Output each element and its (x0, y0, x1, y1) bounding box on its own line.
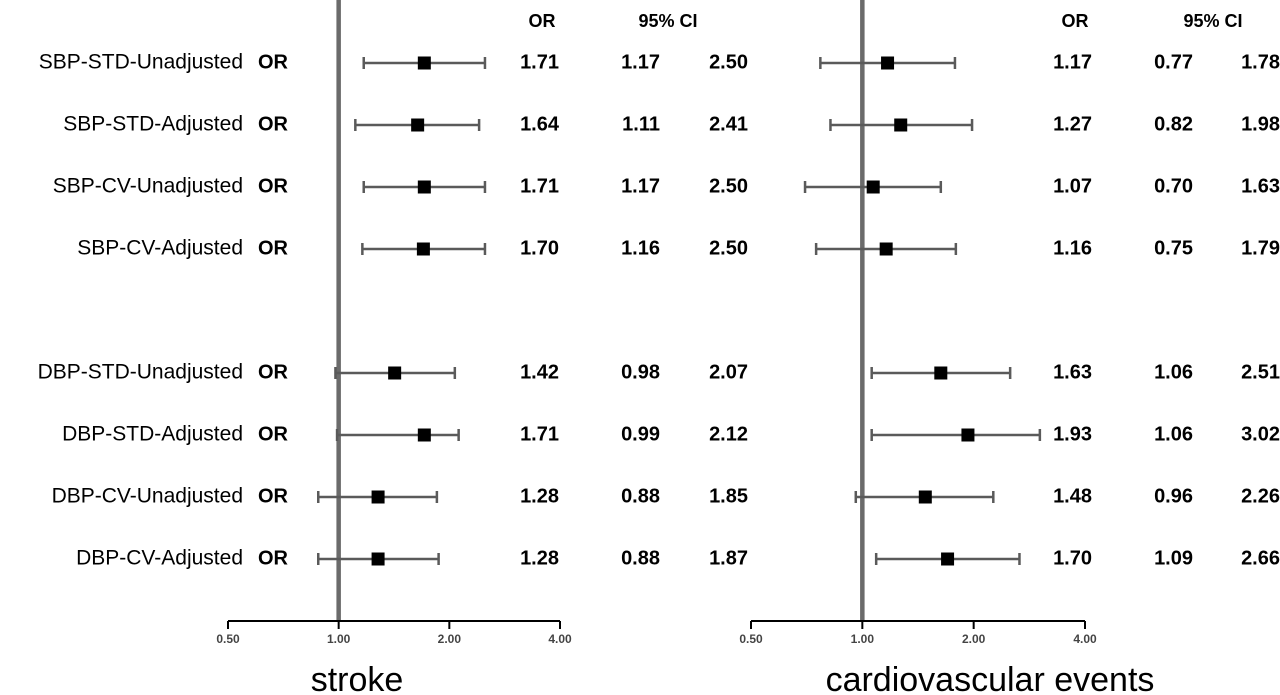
or-point (411, 118, 425, 132)
row-label: SBP-STD-Adjusted (63, 113, 243, 136)
or-point (417, 56, 431, 70)
or-value: 1.64 (520, 113, 560, 135)
ci-lower-value: 0.70 (1154, 175, 1193, 197)
panel-title: cardiovascular events (826, 661, 1155, 695)
or-value: 1.28 (520, 547, 559, 569)
or-column-header: OR (1062, 11, 1089, 31)
ci-upper-value: 2.07 (709, 361, 748, 383)
ci-lower-value: 0.82 (1154, 113, 1193, 135)
ci-lower-value: 0.98 (621, 361, 660, 383)
ci-upper-value: 1.79 (1241, 237, 1280, 259)
ci-lower-value: 1.16 (621, 237, 660, 259)
or-value: 1.63 (1053, 361, 1092, 383)
or-tag: OR (258, 175, 289, 197)
ci-lower-value: 0.75 (1154, 237, 1193, 259)
ci-upper-value: 2.50 (709, 237, 748, 259)
x-tick-label: 0.50 (739, 632, 763, 646)
or-value: 1.71 (520, 51, 559, 73)
ci-upper-value: 2.66 (1241, 547, 1280, 569)
or-value: 1.71 (520, 423, 559, 445)
ci-lower-value: 1.09 (1154, 547, 1193, 569)
or-point (866, 180, 880, 194)
or-point (934, 366, 948, 380)
or-point (371, 490, 385, 504)
x-tick-label: 1.00 (327, 632, 351, 646)
or-value: 1.70 (520, 237, 559, 259)
x-tick-label: 1.00 (851, 632, 875, 646)
or-point (388, 366, 402, 380)
ci-upper-value: 2.26 (1241, 485, 1280, 507)
x-tick-label: 0.50 (216, 632, 240, 646)
row-label: DBP-STD-Unadjusted (38, 361, 243, 384)
row-label: DBP-CV-Adjusted (76, 547, 243, 570)
ci-upper-value: 2.51 (1241, 361, 1280, 383)
or-tag: OR (258, 361, 289, 383)
ci-upper-value: 2.41 (709, 113, 748, 135)
ci-upper-value: 2.12 (709, 423, 748, 445)
row-label: DBP-CV-Unadjusted (52, 485, 243, 508)
or-value: 1.93 (1053, 423, 1092, 445)
row-label: SBP-CV-Unadjusted (53, 175, 243, 198)
or-point (881, 56, 895, 70)
ci-lower-value: 0.88 (621, 547, 660, 569)
or-value: 1.48 (1053, 485, 1092, 507)
or-tag: OR (258, 547, 289, 569)
ci-upper-value: 1.78 (1241, 51, 1280, 73)
or-value: 1.28 (520, 485, 559, 507)
or-point (417, 428, 431, 442)
x-tick-label: 2.00 (438, 632, 462, 646)
x-tick-label: 4.00 (1073, 632, 1097, 646)
x-tick-label: 2.00 (962, 632, 986, 646)
or-column-header: OR (529, 11, 556, 31)
stroke-panel: 0.50 1.00 2.00 4.00 stroke OR 95% CI 1.71 1.17 2.… (216, 0, 748, 695)
ci-upper-value: 2.50 (709, 51, 748, 73)
or-value: 1.70 (1053, 547, 1092, 569)
ci-upper-value: 1.87 (709, 547, 748, 569)
or-point (961, 428, 975, 442)
row-label: DBP-STD-Adjusted (62, 423, 243, 446)
or-point (371, 552, 385, 566)
or-point (416, 242, 430, 256)
or-point (918, 490, 932, 504)
or-value: 1.17 (1053, 51, 1092, 73)
ci-column-header: 95% CI (1183, 11, 1242, 31)
ci-lower-value: 0.96 (1154, 485, 1193, 507)
ci-lower-value: 1.17 (621, 175, 660, 197)
or-point (894, 118, 908, 132)
or-value: 1.16 (1053, 237, 1092, 259)
or-value: 1.27 (1053, 113, 1092, 135)
row-labels: SBP-STD-Unadjusted OR SBP-STD-Adjusted OR SB… (38, 51, 289, 570)
row-label: SBP-STD-Unadjusted (39, 51, 243, 74)
or-point (417, 180, 431, 194)
or-value: 1.07 (1053, 175, 1092, 197)
or-tag: OR (258, 423, 289, 445)
ci-upper-value: 1.98 (1241, 113, 1280, 135)
ci-column-header: 95% CI (638, 11, 697, 31)
ci-lower-value: 0.88 (621, 485, 660, 507)
or-point (879, 242, 893, 256)
or-tag: OR (258, 237, 289, 259)
ci-lower-value: 0.99 (621, 423, 660, 445)
ci-lower-value: 1.06 (1154, 423, 1193, 445)
cardiovascular-events-panel: 0.50 1.00 2.00 4.00 cardiovascular events OR 9… (739, 0, 1280, 695)
ci-upper-value: 2.50 (709, 175, 748, 197)
ci-lower-value: 1.11 (622, 113, 660, 135)
row-label: SBP-CV-Adjusted (77, 237, 243, 260)
or-value: 1.71 (520, 175, 559, 197)
or-tag: OR (258, 113, 289, 135)
ci-lower-value: 1.06 (1154, 361, 1193, 383)
ci-upper-value: 1.85 (709, 485, 748, 507)
or-value: 1.42 (520, 361, 559, 383)
or-tag: OR (258, 485, 289, 507)
ci-lower-value: 1.17 (621, 51, 660, 73)
panel-title: stroke (311, 661, 404, 695)
or-tag: OR (258, 51, 289, 73)
or-point (941, 552, 955, 566)
ci-lower-value: 0.77 (1154, 51, 1193, 73)
x-tick-label: 4.00 (548, 632, 572, 646)
ci-upper-value: 3.02 (1241, 423, 1280, 445)
ci-upper-value: 1.63 (1241, 175, 1280, 197)
